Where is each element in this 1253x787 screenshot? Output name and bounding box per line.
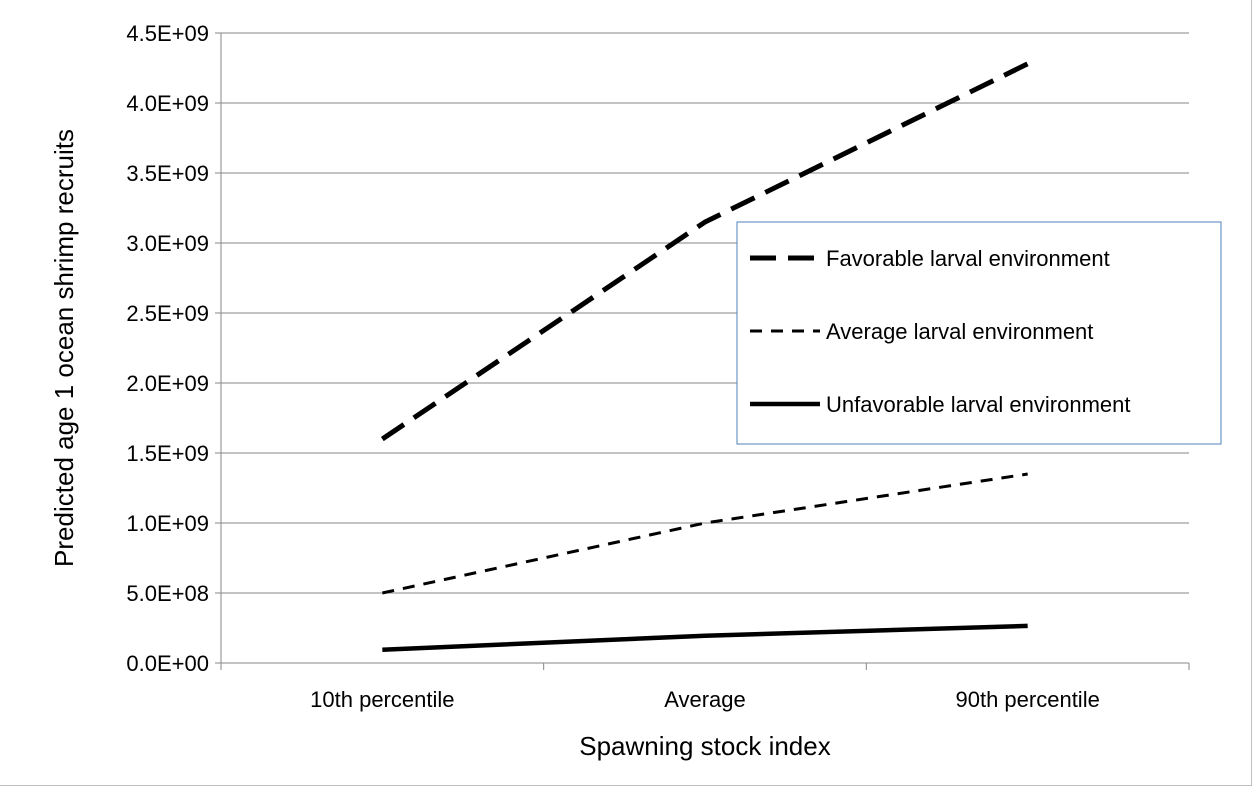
- series-line: [380, 61, 1029, 442]
- legend-box: [736, 221, 1222, 445]
- x-tick-labels: 10th percentile Average 90th percentile: [310, 687, 1100, 712]
- y-tick-label: 2.5E+09: [126, 301, 209, 326]
- x-tick-label: Average: [664, 687, 746, 712]
- legend-label: Favorable larval environment: [826, 246, 1110, 271]
- series-line: [382, 623, 1028, 652]
- y-tick-label: 1.5E+09: [126, 441, 209, 466]
- legend: Favorable larval environment Average larv…: [736, 221, 1222, 445]
- x-tick-label: 90th percentile: [956, 687, 1100, 712]
- legend-label: Unfavorable larval environment: [826, 392, 1131, 417]
- series-line: [382, 472, 1028, 595]
- y-tick-label: 2.0E+09: [126, 371, 209, 396]
- y-tick-label: 0.0E+00: [126, 651, 209, 676]
- x-axis-title: Spawning stock index: [579, 731, 830, 761]
- x-tick-label: 10th percentile: [310, 687, 454, 712]
- series-lines: [380, 61, 1029, 652]
- y-tick-label: 5.0E+08: [126, 581, 209, 606]
- y-tick-label: 1.0E+09: [126, 511, 209, 536]
- y-axis-title: Predicted age 1 ocean shrimp recruits: [49, 129, 79, 567]
- x-tick-marks: [220, 663, 1190, 670]
- axes: [220, 33, 1189, 664]
- legend-label: Average larval environment: [826, 319, 1093, 344]
- y-tick-labels: 0.0E+00 5.0E+08 1.0E+09 1.5E+09 2.0E+09 2.5E+…: [126, 21, 209, 676]
- y-tick-label: 4.0E+09: [126, 91, 209, 116]
- y-tick-label: 3.5E+09: [126, 161, 209, 186]
- y-tick-label: 4.5E+09: [126, 21, 209, 46]
- y-tick-label: 3.0E+09: [126, 231, 209, 256]
